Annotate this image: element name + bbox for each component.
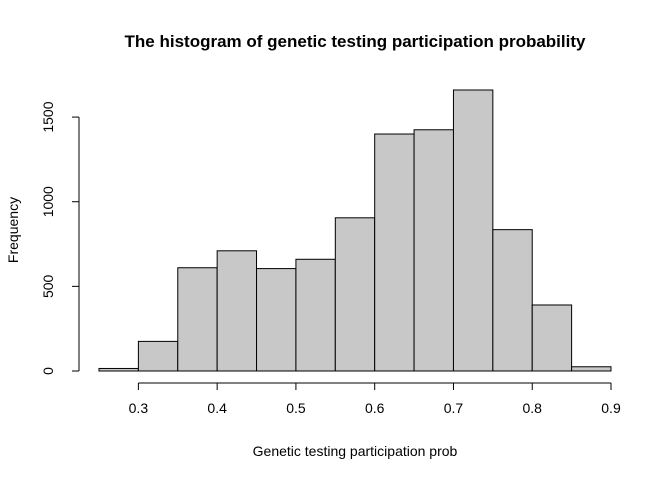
x-tick-label: 0.9 <box>601 400 621 416</box>
y-axis: 0 500 1000 1500 <box>40 101 80 375</box>
chart-title: The histogram of genetic testing partici… <box>125 32 586 51</box>
y-tick-label: 1000 <box>40 186 56 217</box>
histogram-bar-6 <box>334 217 376 372</box>
x-tick-label: 0.6 <box>365 400 385 416</box>
x-axis-label: Genetic testing participation prob <box>253 443 458 459</box>
histogram-bar-8 <box>413 129 454 372</box>
x-tick-label: 0.4 <box>207 400 227 416</box>
histogram-bar-2 <box>177 267 218 372</box>
x-tick-label: 0.7 <box>444 400 464 416</box>
bars-group <box>98 89 612 372</box>
x-tick-label: 0.8 <box>522 400 542 416</box>
histogram-bar-5 <box>295 258 336 372</box>
histogram-bar-9 <box>452 89 494 372</box>
histogram-bar-11 <box>531 304 573 372</box>
y-tick-label: 0 <box>40 367 56 375</box>
histogram-bar-7 <box>374 133 415 372</box>
histogram-bar-4 <box>256 268 297 372</box>
histogram-bar-1 <box>137 340 179 372</box>
histogram-bar-0 <box>98 367 139 372</box>
histogram-bar-12 <box>571 366 612 372</box>
x-tick-label: 0.5 <box>286 400 306 416</box>
histogram-bar-10 <box>492 229 533 372</box>
histogram-bar-3 <box>216 250 258 372</box>
y-axis-label: Frequency <box>5 197 21 263</box>
x-axis: 0.3 0.4 0.5 0.6 0.7 0.8 0.9 <box>129 382 621 416</box>
y-tick-label: 1500 <box>40 101 56 132</box>
y-tick-label: 500 <box>40 274 56 298</box>
x-tick-label: 0.3 <box>129 400 149 416</box>
